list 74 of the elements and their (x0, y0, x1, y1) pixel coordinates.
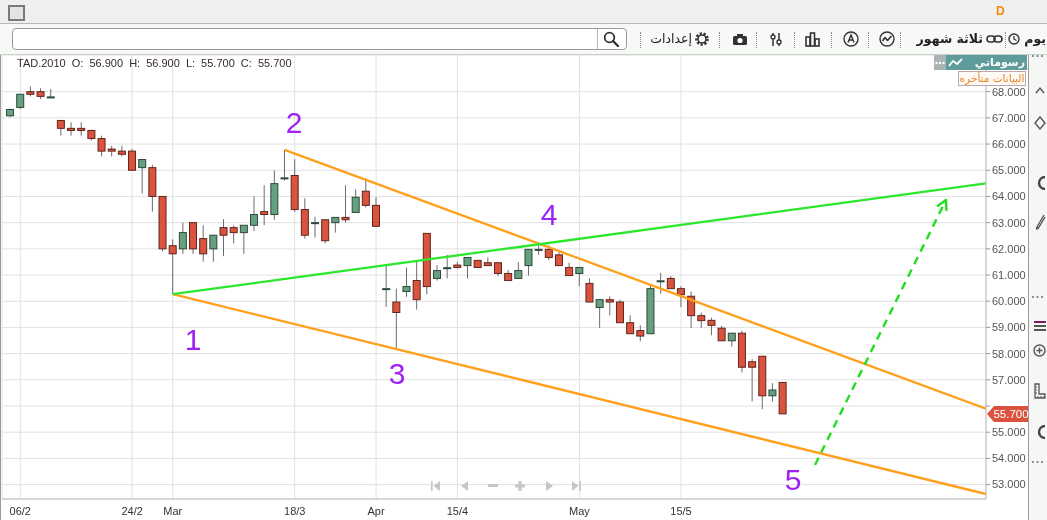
candlestick (392, 288, 401, 350)
annotation: رسوماتي (974, 55, 1025, 70)
annotation: 1 (184, 323, 202, 356)
y-tick-label: 58.000 (992, 347, 1026, 360)
annotation: 5 (784, 463, 802, 496)
y-tick-label: 64.000 (992, 190, 1026, 203)
annotation: البيانات متأخره (958, 71, 1026, 86)
annotation: 4 (540, 198, 558, 231)
candlestick (117, 145, 126, 157)
candlestick (432, 264, 441, 282)
candlestick (748, 358, 757, 403)
candlestick (341, 184, 350, 224)
candlestick (250, 195, 259, 232)
candlestick (280, 149, 289, 181)
y-tick-label: 61.000 (992, 268, 1026, 281)
candlestick (67, 121, 76, 137)
candlestick (443, 254, 452, 279)
candlestick (605, 295, 614, 316)
candlestick (351, 188, 360, 213)
y-tick-label: 66.000 (992, 137, 1026, 150)
x-tick-label: 15/4 (446, 504, 469, 517)
candlestick (199, 224, 208, 263)
x-tick-label: 24/2 (121, 504, 143, 517)
candlestick (311, 216, 320, 239)
candlestick (402, 266, 411, 298)
x-tick-label: Mar (163, 504, 183, 517)
candlestick (463, 256, 472, 279)
candlestick (178, 222, 187, 255)
candlestick (56, 119, 65, 137)
y-tick-label: 55.000 (992, 426, 1026, 439)
candlestick (768, 382, 777, 403)
text: ثلاثة شهور (916, 30, 983, 48)
y-tick-label: 59.000 (992, 321, 1026, 334)
y-tick-label: 65.000 (992, 164, 1026, 177)
candlestick (372, 196, 380, 227)
candlestick (168, 238, 177, 295)
x-tick-label: May (569, 504, 591, 517)
y-tick-label: 67.000 (992, 111, 1026, 124)
candlestick (229, 224, 238, 244)
text: D (996, 4, 1005, 18)
candlestick (656, 272, 665, 295)
candlestick (595, 299, 604, 329)
candlestick (626, 314, 635, 335)
candlestick (585, 277, 594, 303)
y-tick-label: 68.000 (992, 85, 1026, 98)
candlestick (321, 219, 330, 244)
annotation: 3 (388, 357, 406, 390)
y-tick-label: 54.000 (992, 452, 1026, 465)
candlestick (209, 234, 218, 263)
candlestick (676, 285, 685, 308)
y-tick-label: 57.000 (992, 373, 1026, 386)
annotation: 2 (285, 106, 303, 139)
button: رسوماتي (946, 55, 1027, 70)
candlestick (382, 264, 391, 308)
y-tick-label: 60.000 (992, 295, 1026, 308)
y-tick-label: 63.000 (992, 216, 1026, 229)
candlestick (615, 299, 624, 324)
candlestick (239, 224, 248, 255)
price-tag: 55.700 (986, 404, 1029, 423)
x-tick-label: 06/2 (9, 504, 32, 517)
text: يوم (1024, 30, 1046, 48)
candlestick (575, 266, 584, 287)
candlestick (412, 261, 421, 311)
annotation: TAD.2010 O: 56.900 H: 56.900 L: 55.700 C: 55.700 (17, 57, 292, 70)
y-tick-label: 53.000 (992, 478, 1026, 491)
candlestick (219, 218, 228, 257)
candlestick (128, 148, 137, 171)
x-tick-label: Apr (367, 504, 385, 517)
x-tick-label: 18/3 (284, 504, 306, 517)
y-tick-label: 62.000 (992, 242, 1026, 255)
candlestick (260, 184, 269, 226)
text: إعدادات (650, 30, 692, 48)
candlestick (138, 159, 147, 195)
x-tick-label: 15/5 (670, 504, 692, 517)
